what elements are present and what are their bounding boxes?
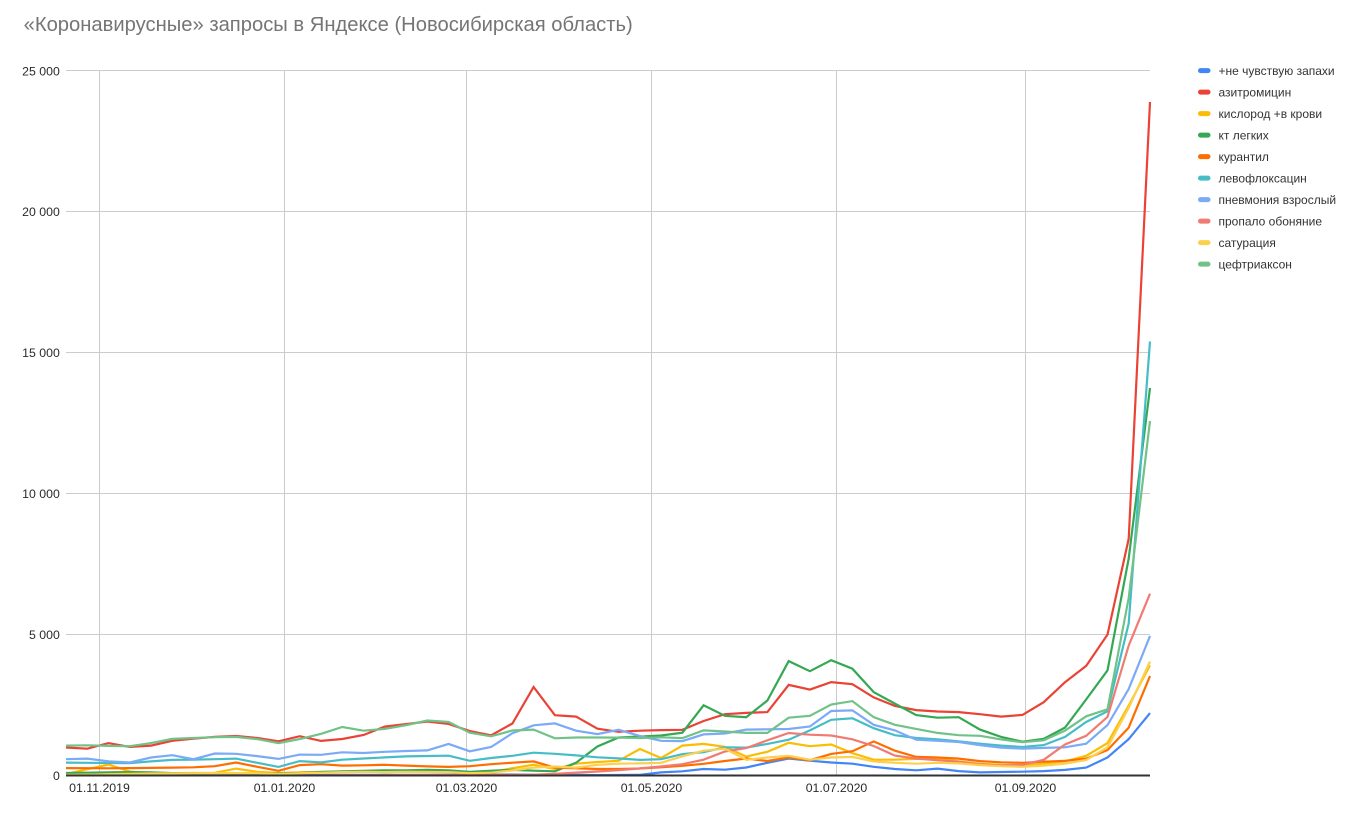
svg-text:01.01.2020: 01.01.2020 (254, 781, 316, 795)
svg-text:01.11.2019: 01.11.2019 (69, 781, 130, 795)
svg-text:пропало обоняние: пропало обоняние (1219, 215, 1323, 229)
svg-text:20 000: 20 000 (22, 205, 60, 219)
svg-text:01.03.2020: 01.03.2020 (436, 781, 498, 795)
svg-text:10 000: 10 000 (22, 487, 60, 501)
svg-text:цефтриаксон: цефтриаксон (1219, 258, 1292, 272)
svg-text:01.07.2020: 01.07.2020 (806, 781, 868, 795)
svg-text:курантил: курантил (1219, 150, 1269, 164)
svg-text:азитромицин: азитромицин (1219, 86, 1292, 100)
svg-text:левофлоксацин: левофлоксацин (1219, 172, 1307, 186)
svg-text:01.05.2020: 01.05.2020 (621, 781, 683, 795)
svg-text:кислород +в крови: кислород +в крови (1219, 107, 1323, 121)
svg-text:сатурация: сатурация (1219, 236, 1276, 250)
svg-text:пневмония взрослый: пневмония взрослый (1219, 193, 1337, 207)
svg-text:+не чувствую запахи: +не чувствую запахи (1219, 64, 1335, 78)
svg-text:15 000: 15 000 (22, 346, 60, 360)
svg-text:0: 0 (53, 769, 60, 783)
svg-text:25 000: 25 000 (22, 64, 60, 78)
svg-text:«Коронавирусные» запросы в Янд: «Коронавирусные» запросы в Яндексе (Ново… (24, 14, 633, 36)
svg-text:01.09.2020: 01.09.2020 (995, 781, 1057, 795)
svg-text:кт легких: кт легких (1219, 129, 1269, 143)
svg-text:5 000: 5 000 (29, 628, 60, 642)
